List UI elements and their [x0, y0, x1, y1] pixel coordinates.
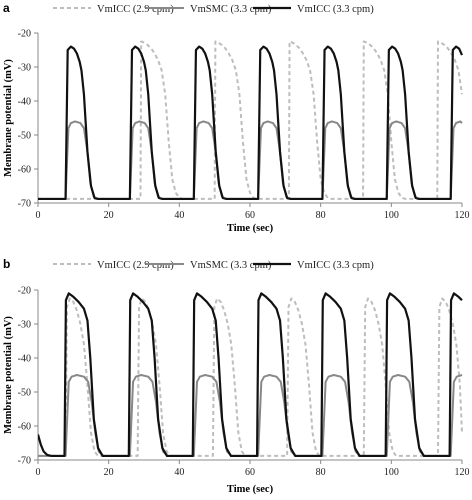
y-tick-label: -70	[18, 199, 31, 210]
y-tick-label: -30	[18, 320, 31, 331]
panel-a: a VmICC (2.9 cpm) VmSMC (3.3 cpm) VmICC (3.…	[3, 1, 470, 234]
legend-label: VmICC (3.3 cpm)	[297, 4, 374, 15]
y-tick-label: -60	[18, 165, 31, 176]
panel-label: b	[3, 257, 10, 271]
y-axis-title: Membrane potential (mV)	[3, 59, 14, 177]
series-line-vmsmc-3-3	[38, 374, 463, 457]
x-axis-title: Time (sec)	[227, 484, 274, 495]
x-tick-label: 0	[36, 210, 41, 221]
x-tick-label: 20	[104, 467, 114, 478]
y-tick-label: -50	[18, 388, 31, 399]
x-tick-label: 80	[316, 210, 326, 221]
y-tick-label: -50	[18, 131, 31, 142]
legend: VmICC (2.9 cpm) VmSMC (3.3 cpm) VmICC (3.3…	[53, 4, 374, 15]
series-line-vmicc-2-9	[38, 297, 463, 457]
x-tick-label: 100	[384, 467, 399, 478]
series-line-vmicc-3-3	[38, 292, 463, 458]
x-tick-label: 120	[455, 467, 470, 478]
x-tick-label: 0	[36, 467, 41, 478]
y-tick-label: -20	[18, 29, 31, 40]
y-axis-title: Membrane potential (mV)	[3, 316, 14, 434]
y-tick-label: -70	[18, 456, 31, 467]
x-tick-label: 100	[384, 210, 399, 221]
x-tick-label: 60	[245, 467, 255, 478]
legend-label: VmICC (3.3 cpm)	[297, 260, 374, 271]
x-tick-label: 60	[245, 210, 255, 221]
y-tick-label: -60	[18, 422, 31, 433]
legend-label: VmSMC (3.3 cpm)	[190, 260, 272, 271]
panel-b: b VmICC (2.9 cpm) VmSMC (3.3 cpm) VmICC (3.…	[3, 257, 470, 495]
series-line-vmsmc-3-3	[38, 120, 463, 200]
x-tick-label: 80	[316, 467, 326, 478]
legend-label: VmICC (2.9 cpm)	[97, 4, 174, 15]
legend-label: VmSMC (3.3 cpm)	[190, 4, 272, 15]
legend-label: VmICC (2.9 cpm)	[97, 260, 174, 271]
y-tick-label: -20	[18, 286, 31, 297]
y-tick-label: -40	[18, 354, 31, 365]
series-line-vmicc-2-9	[38, 40, 463, 200]
x-axis-title: Time (sec)	[227, 223, 274, 234]
x-tick-label: 120	[455, 210, 470, 221]
legend: VmICC (2.9 cpm) VmSMC (3.3 cpm) VmICC (3.3…	[53, 260, 374, 271]
y-tick-label: -30	[18, 63, 31, 74]
series-line-vmicc-3-3	[38, 45, 464, 201]
x-tick-label: 40	[174, 210, 184, 221]
x-tick-label: 40	[174, 467, 184, 478]
x-tick-label: 20	[104, 210, 114, 221]
y-tick-label: -40	[18, 97, 31, 108]
panel-label: a	[3, 1, 10, 15]
